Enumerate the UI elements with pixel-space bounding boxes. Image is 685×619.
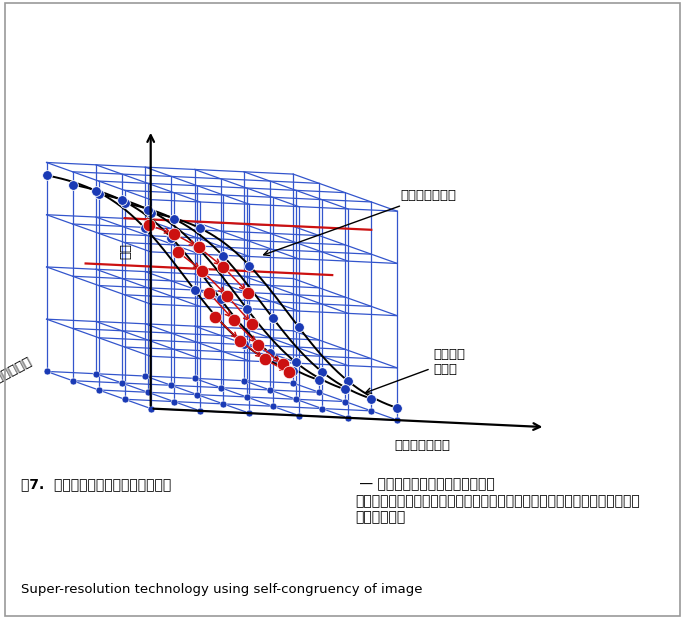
Text: 画面の水平位置: 画面の水平位置 <box>394 439 450 452</box>
Text: 輝度: 輝度 <box>120 243 132 259</box>
Text: 画面のライン: 画面のライン <box>0 355 34 388</box>
Text: 図7.  自己合同性を用いた超解像技術: 図7. 自己合同性を用いた超解像技術 <box>21 478 171 491</box>
Text: 入力画像
の画素: 入力画像 の画素 <box>366 348 466 393</box>
Text: 本来の輝度変化: 本来の輝度変化 <box>264 189 456 256</box>
Text: Super-resolution technology using self-congruency of image: Super-resolution technology using self-c… <box>21 582 422 595</box>
Text: — 画像の中で自己合同な部分の画
素を，近くにある別の点の新たな標本点として用いることで本来の輝度変化
を再現する。: — 画像の中で自己合同な部分の画 素を，近くにある別の点の新たな標本点として用い… <box>356 478 640 524</box>
